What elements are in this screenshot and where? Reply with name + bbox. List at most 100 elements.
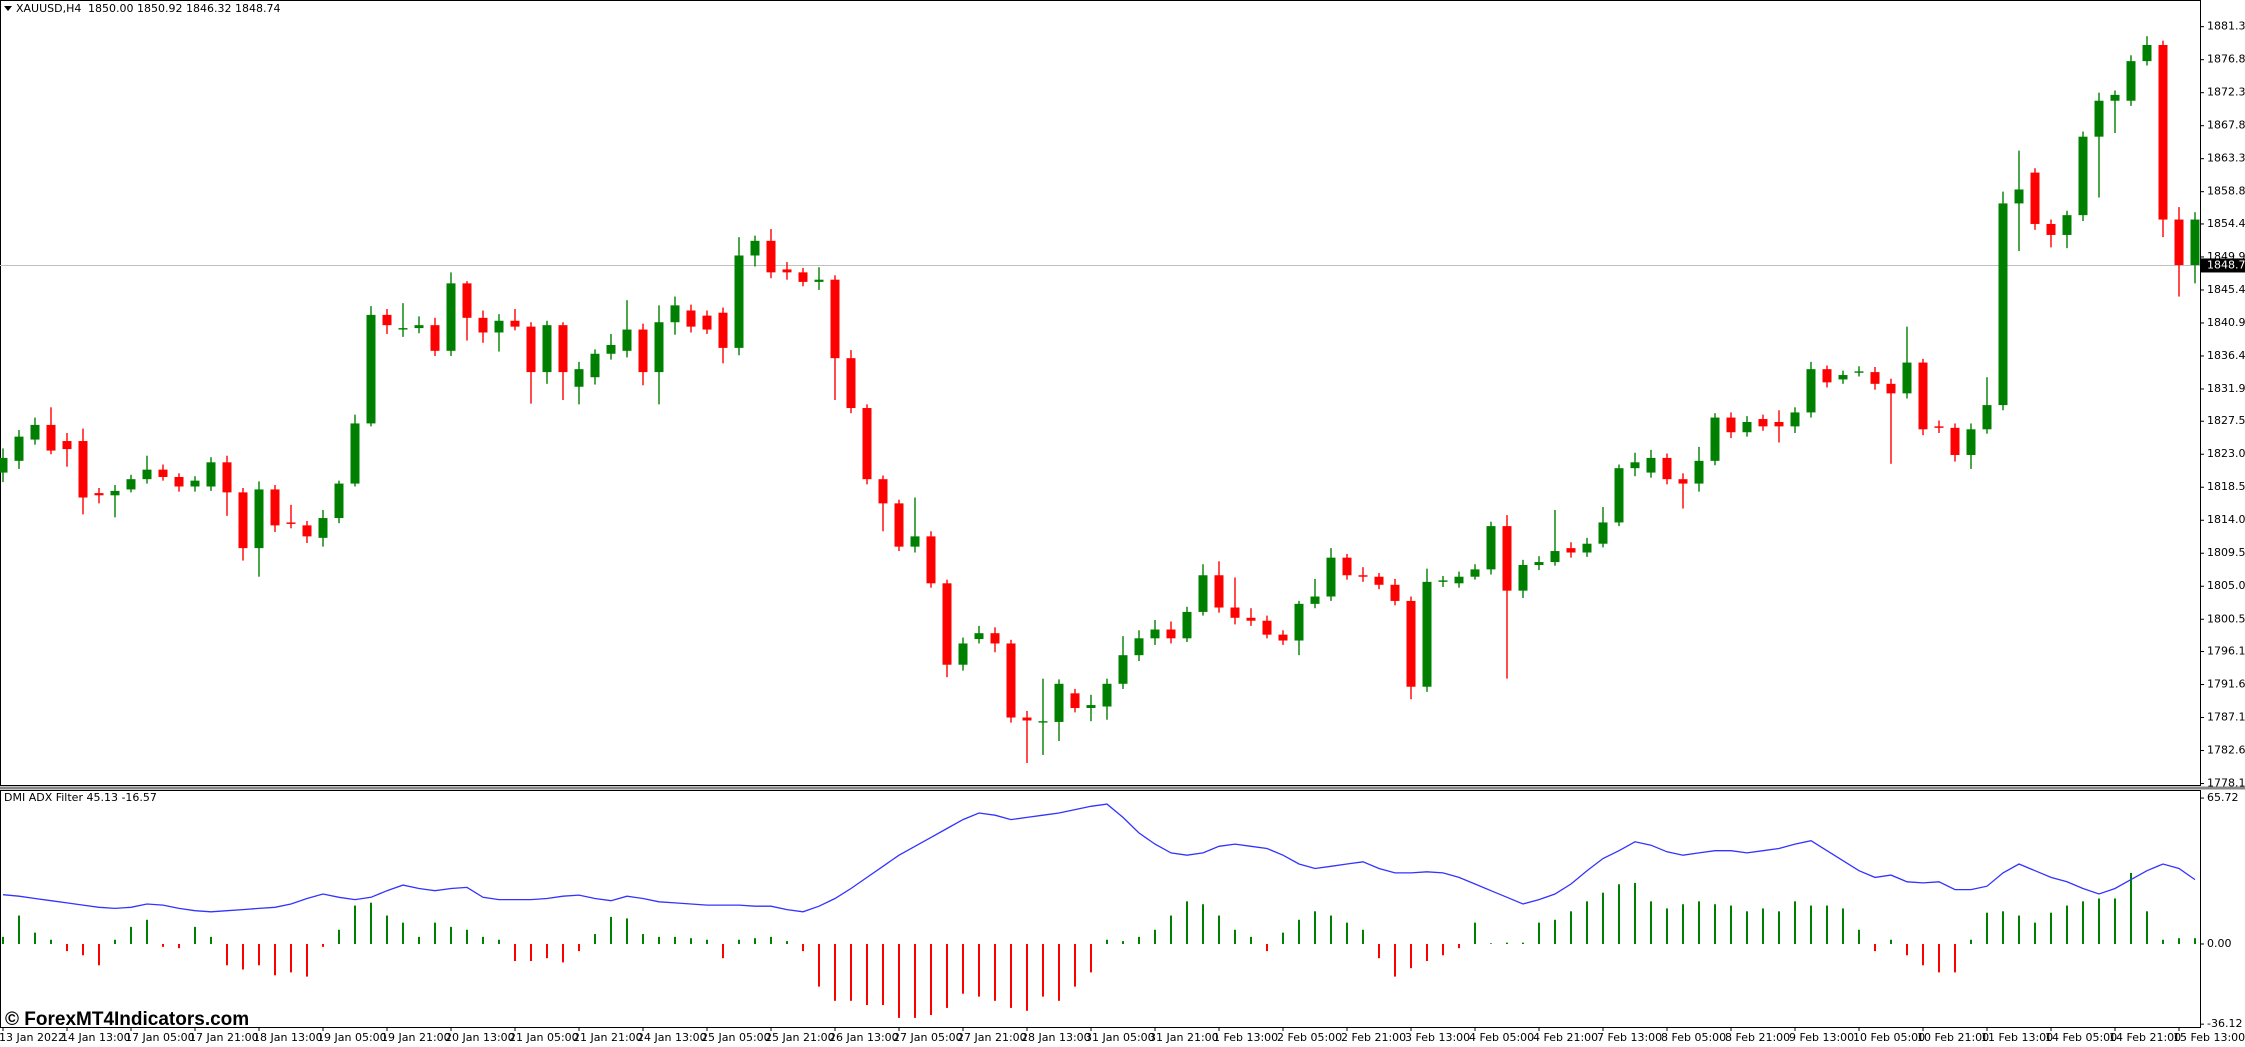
- candle-body: [1230, 607, 1240, 618]
- candle-body: [1438, 580, 1448, 582]
- candle-body: [1294, 603, 1304, 641]
- candle-body: [926, 536, 936, 584]
- x-tick-label: 1 Feb 13:00: [1213, 1031, 1278, 1044]
- candle-body: [1806, 369, 1816, 413]
- candle-body: [1902, 362, 1912, 394]
- x-tick-label: 19 Jan 05:00: [317, 1031, 387, 1044]
- candle-body: [2078, 136, 2088, 216]
- current-price-box: [2201, 258, 2245, 273]
- candle-body: [62, 441, 72, 450]
- candle-body: [734, 255, 744, 348]
- candle-body: [942, 583, 952, 665]
- candle-body: [862, 408, 872, 480]
- candle-body: [574, 369, 584, 387]
- x-tick-label: 14 Feb 05:00: [2045, 1031, 2117, 1044]
- x-tick-label: 4 Feb 05:00: [1469, 1031, 1534, 1044]
- main-panel-frame: [0, 0, 2201, 786]
- candle-body: [2014, 189, 2024, 204]
- y-tick-label: 1876.80: [2207, 53, 2245, 66]
- indicator-title: DMI ADX Filter 45.13 -16.57: [4, 791, 157, 804]
- candle-body: [526, 326, 536, 373]
- candle-body: [974, 633, 984, 640]
- candle-body: [78, 441, 88, 498]
- candle-body: [1646, 457, 1656, 473]
- x-tick-label: 13 Jan 2022: [0, 1031, 65, 1044]
- candle-body: [878, 479, 888, 504]
- candle-body: [270, 489, 280, 526]
- candle-body: [1102, 683, 1112, 707]
- x-tick-label: 25 Jan 21:00: [765, 1031, 835, 1044]
- candle-body: [1022, 717, 1032, 721]
- candle-body: [638, 329, 648, 373]
- candle-body: [174, 476, 184, 487]
- candle-body: [414, 325, 424, 329]
- x-tick-label: 31 Jan 05:00: [1085, 1031, 1155, 1044]
- candle-body: [606, 344, 616, 354]
- candle-body: [1038, 721, 1048, 723]
- candle-body: [126, 479, 136, 490]
- x-tick-label: 21 Jan 05:00: [509, 1031, 579, 1044]
- y-tick-label: 1854.40: [2207, 217, 2245, 230]
- x-tick-label: 7 Feb 13:00: [1597, 1031, 1662, 1044]
- candle-body: [1182, 611, 1192, 639]
- y-tick-label: 1881.30: [2207, 20, 2245, 33]
- indicator-panel-frame: [0, 790, 2201, 1028]
- candle-body: [1598, 522, 1608, 544]
- candle-body: [1918, 362, 1928, 430]
- candle-body: [1278, 634, 1288, 641]
- candle-body: [2142, 45, 2152, 62]
- x-tick-label: 8 Feb 05:00: [1661, 1031, 1726, 1044]
- candle-body: [1934, 426, 1944, 428]
- candle-body: [2174, 219, 2184, 266]
- candle-body: [1486, 526, 1496, 570]
- candle-body: [846, 358, 856, 409]
- y-tick-label: 1805.00: [2207, 579, 2245, 592]
- candle-body: [2110, 94, 2120, 101]
- x-tick-label: 28 Jan 13:00: [1021, 1031, 1091, 1044]
- candle-body: [158, 469, 168, 477]
- x-tick-label: 24 Jan 13:00: [637, 1031, 707, 1044]
- candle-body: [1134, 638, 1144, 656]
- candle-body: [830, 279, 840, 359]
- candle-body: [382, 314, 392, 326]
- candle-body: [990, 633, 1000, 644]
- candle-body: [558, 325, 568, 373]
- y-tick-label: 1858.80: [2207, 185, 2245, 198]
- y-tick-label: 1800.50: [2207, 612, 2245, 625]
- y-tick-label: 1778.10: [2207, 777, 2245, 790]
- candle-body: [1358, 575, 1368, 577]
- y-tick-label: 1840.90: [2207, 316, 2245, 329]
- candle-body: [1342, 557, 1352, 576]
- y-tick-label: 1827.50: [2207, 414, 2245, 427]
- y-tick-label: -36.12: [2207, 1017, 2242, 1030]
- candle-body: [1118, 655, 1128, 684]
- candle-body: [1374, 576, 1384, 585]
- candle-body: [1406, 600, 1416, 687]
- candle-body: [1742, 421, 1752, 433]
- candle-body: [1310, 596, 1320, 604]
- candle-body: [2030, 172, 2040, 224]
- candle-body: [1566, 548, 1576, 553]
- candle-body: [1326, 557, 1336, 597]
- x-tick-label: 10 Feb 05:00: [1853, 1031, 1925, 1044]
- candle-body: [446, 283, 456, 351]
- y-tick-label: 65.72: [2207, 791, 2239, 804]
- candle-body: [350, 423, 360, 484]
- candle-body: [2158, 45, 2168, 220]
- candle-body: [1390, 584, 1400, 601]
- candle-body: [1502, 526, 1512, 591]
- candle-body: [1006, 643, 1016, 718]
- chart-title: XAUUSD,H4: [16, 2, 81, 15]
- candle-body: [1790, 412, 1800, 427]
- candle-body: [654, 322, 664, 373]
- candle-body: [1854, 371, 1864, 373]
- y-tick-label: 1782.60: [2207, 744, 2245, 757]
- candle-body: [462, 283, 472, 318]
- candle-body: [750, 240, 760, 256]
- candle-body: [2126, 61, 2136, 101]
- candle-body: [238, 492, 248, 549]
- x-tick-label: 14 Feb 21:00: [2109, 1031, 2181, 1044]
- y-tick-label: 1818.50: [2207, 480, 2245, 493]
